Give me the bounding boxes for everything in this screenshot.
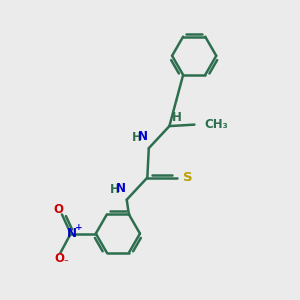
- Text: N: N: [116, 182, 126, 195]
- Text: S: S: [183, 171, 192, 184]
- Text: CH₃: CH₃: [205, 118, 229, 131]
- Text: H: H: [172, 111, 182, 124]
- Text: O: O: [54, 251, 64, 265]
- Text: H: H: [131, 131, 141, 144]
- Text: H: H: [110, 183, 119, 196]
- Text: N: N: [67, 227, 77, 240]
- Text: O: O: [53, 202, 63, 216]
- Text: ⁻: ⁻: [63, 258, 68, 267]
- Text: N: N: [138, 130, 148, 143]
- Text: +: +: [75, 223, 83, 232]
